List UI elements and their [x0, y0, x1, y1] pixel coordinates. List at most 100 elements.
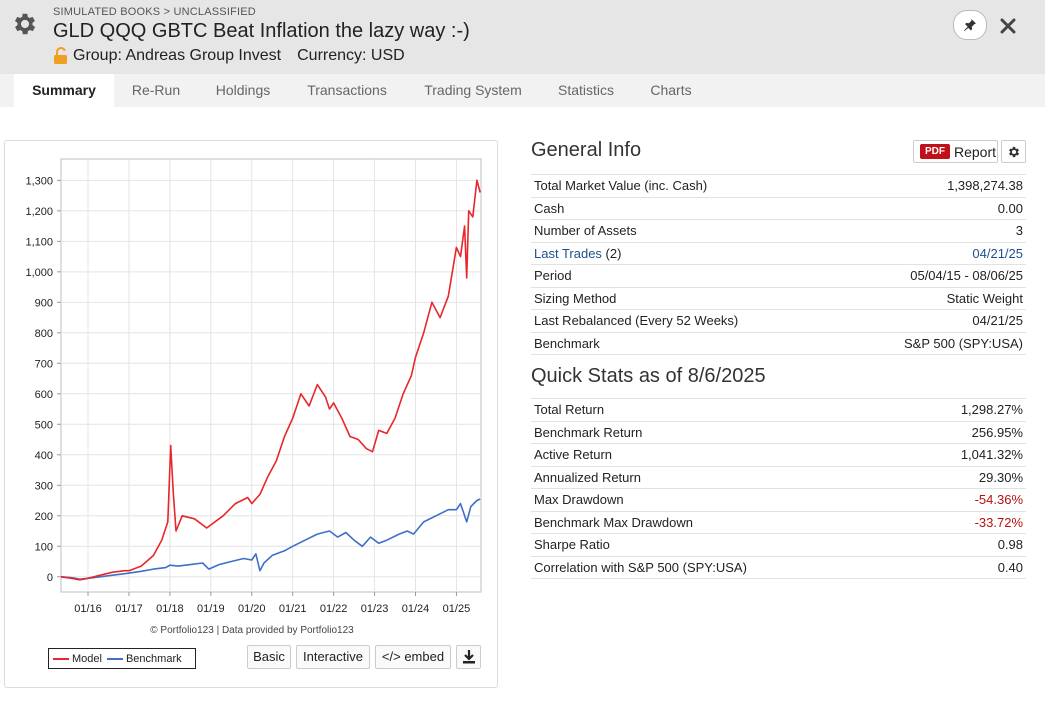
- table-row: Annualized Return 29.30%: [531, 466, 1026, 489]
- table-row: Benchmark S&P 500 (SPY:USA): [531, 332, 1026, 355]
- legend-model[interactable]: Model: [53, 653, 102, 665]
- y-tick-label: 800: [35, 328, 53, 340]
- table-row: Last Trades (2) 04/21/25: [531, 242, 1026, 265]
- download-icon: [462, 650, 475, 664]
- row-label: Annualized Return: [531, 466, 909, 489]
- general-info-table: Total Market Value (inc. Cash) 1,398,274…: [531, 174, 1026, 355]
- report-settings-button[interactable]: [1001, 140, 1026, 163]
- row-value: 1,041.32%: [908, 443, 1026, 467]
- page-subtitle: Group: Andreas Group Invest Currency: US…: [53, 47, 405, 65]
- row-label: Sharpe Ratio: [531, 533, 909, 557]
- x-tick-label: 01/19: [197, 603, 225, 615]
- table-row: Active Return 1,041.32%: [531, 443, 1026, 467]
- interactive-button[interactable]: Interactive: [296, 645, 370, 669]
- table-row: Correlation with S&P 500 (SPY:USA) 0.40: [531, 556, 1026, 579]
- model-series-line: [60, 179, 481, 581]
- row-value: Static Weight: [841, 287, 1026, 310]
- currency-label: Currency: USD: [297, 47, 405, 64]
- y-tick-label: 1,000: [25, 267, 53, 279]
- tab-charts[interactable]: Charts: [650, 82, 692, 98]
- pdf-report-button[interactable]: PDF Report: [913, 140, 998, 163]
- page-header: SIMULATED BOOKS > UNCLASSIFIED GLD QQQ G…: [0, 0, 1045, 74]
- gear-icon[interactable]: [11, 10, 39, 38]
- row-value: 1,298.27%: [908, 398, 1026, 422]
- table-row: Last Rebalanced (Every 52 Weeks) 04/21/2…: [531, 309, 1026, 333]
- row-value: S&P 500 (SPY:USA): [841, 332, 1026, 355]
- page-title: GLD QQQ GBTC Beat Inflation the lazy way…: [53, 20, 470, 42]
- pin-button[interactable]: [953, 10, 987, 40]
- row-label: Total Return: [531, 398, 909, 422]
- y-tick-label: 400: [35, 450, 53, 462]
- row-value: 1,398,274.38: [841, 174, 1026, 198]
- y-tick-label: 1,100: [25, 236, 53, 248]
- table-row: Sharpe Ratio 0.98: [531, 533, 1026, 557]
- table-row: Period 05/04/15 - 08/06/25: [531, 264, 1026, 288]
- tab-trading-system[interactable]: Trading System: [424, 82, 522, 98]
- row-label: Max Drawdown: [531, 488, 909, 512]
- row-value: 29.30%: [908, 466, 1026, 489]
- y-tick-label: 0: [47, 572, 53, 584]
- quick-stats-title: Quick Stats as of 8/6/2025: [531, 365, 766, 387]
- table-row: Benchmark Max Drawdown -33.72%: [531, 511, 1026, 534]
- download-button[interactable]: [456, 645, 481, 669]
- embed-button[interactable]: </> embed: [375, 645, 451, 669]
- row-label: Active Return: [531, 443, 909, 467]
- report-label: Report: [954, 143, 997, 160]
- lock-open-icon: [54, 47, 67, 64]
- last-trades-date-link[interactable]: 04/21/25: [841, 242, 1026, 265]
- x-tick-label: 01/16: [74, 603, 102, 615]
- general-info-title: General Info: [531, 139, 642, 161]
- close-button[interactable]: [996, 14, 1020, 38]
- tab-statistics[interactable]: Statistics: [557, 82, 614, 98]
- table-row: Max Drawdown -54.36%: [531, 488, 1026, 512]
- y-tick-label: 500: [35, 419, 53, 431]
- group-label: Group: Andreas Group Invest: [73, 47, 282, 64]
- table-row: Cash 0.00: [531, 197, 1026, 220]
- x-tick-label: 01/18: [156, 603, 184, 615]
- performance-chart-panel: 0 100 200 300 400 500 600 700 800 900 1,000 1,100 1,…: [4, 140, 498, 688]
- pin-icon: [964, 19, 976, 31]
- row-label: Benchmark Max Drawdown: [531, 511, 909, 534]
- last-trades-link[interactable]: Last Trades: [534, 245, 602, 261]
- x-tick-label: 01/21: [279, 603, 307, 615]
- row-label: Total Market Value (inc. Cash): [531, 174, 842, 198]
- tab-summary[interactable]: Summary: [14, 74, 114, 107]
- last-trades-count: (2): [601, 245, 622, 261]
- tab-holdings[interactable]: Holdings: [215, 82, 271, 98]
- y-tick-label: 900: [35, 297, 53, 309]
- table-row: Number of Assets 3: [531, 219, 1026, 243]
- table-row: Total Market Value (inc. Cash) 1,398,274…: [531, 174, 1026, 198]
- row-value: 256.95%: [908, 421, 1026, 444]
- plot-area: [60, 158, 482, 593]
- quick-stats-table: Total Return 1,298.27% Benchmark Return …: [531, 398, 1026, 579]
- tab-re-run[interactable]: Re-Run: [131, 82, 181, 98]
- row-value: 05/04/15 - 08/06/25: [841, 264, 1026, 288]
- row-label: Benchmark Return: [531, 421, 909, 444]
- performance-chart[interactable]: 0 100 200 300 400 500 600 700 800 900 1,000 1,100 1,…: [5, 141, 499, 621]
- tab-transactions[interactable]: Transactions: [307, 82, 387, 98]
- pdf-icon: PDF: [920, 144, 950, 159]
- y-tick-label: 100: [35, 541, 53, 553]
- y-tick-label: 1,300: [25, 175, 53, 187]
- row-value: 0.00: [841, 197, 1026, 220]
- basic-button[interactable]: Basic: [247, 645, 291, 669]
- row-label: Last Rebalanced (Every 52 Weeks): [531, 309, 842, 333]
- legend-model-label: Model: [72, 652, 102, 665]
- legend-benchmark[interactable]: Benchmark: [106, 652, 182, 665]
- y-tick-label: 1,200: [25, 206, 53, 218]
- chart-legend[interactable]: Model Benchmark: [48, 648, 196, 669]
- legend-benchmark-swatch: [106, 657, 123, 660]
- benchmark-series-line: [60, 498, 481, 581]
- y-tick-label: 200: [35, 511, 53, 523]
- row-label: Correlation with S&P 500 (SPY:USA): [531, 556, 909, 579]
- row-label: Benchmark: [531, 332, 842, 355]
- breadcrumb[interactable]: SIMULATED BOOKS > UNCLASSIFIED: [53, 6, 256, 18]
- row-value: 3: [841, 219, 1026, 243]
- row-value: -54.36%: [908, 488, 1026, 512]
- row-value: 0.98: [908, 533, 1026, 557]
- x-tick-label: 01/17: [115, 603, 143, 615]
- y-tick-label: 300: [35, 480, 53, 492]
- legend-benchmark-label: Benchmark: [125, 652, 182, 665]
- row-label: Sizing Method: [531, 287, 842, 310]
- y-tick-label: 600: [35, 389, 53, 401]
